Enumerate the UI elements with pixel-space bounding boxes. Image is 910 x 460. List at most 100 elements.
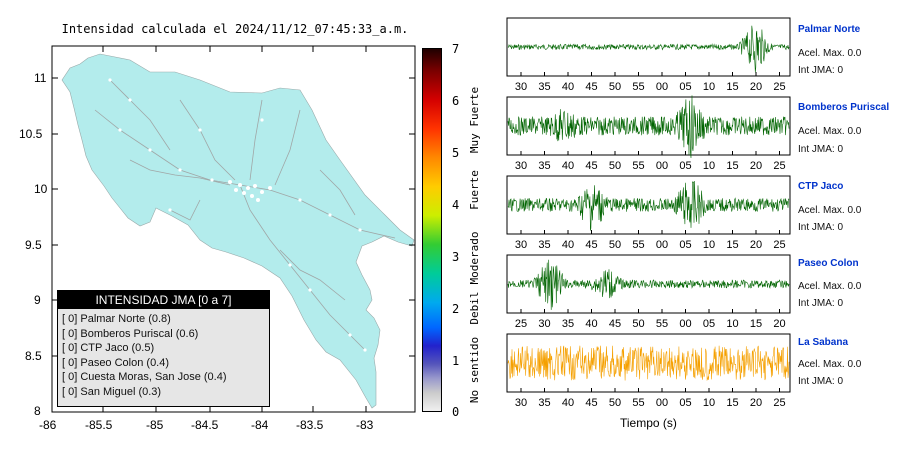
map-title: Intensidad calculada el 2024/11/12_07:45…: [61, 22, 409, 36]
station-name: CTP Jaco: [798, 181, 844, 192]
legend-item: [ 0] Cuesta Moras, San Jose (0.4): [62, 371, 227, 383]
legend-item: [ 0] CTP Jaco (0.5): [62, 342, 155, 354]
time-axis-label: Tiempo (s): [620, 416, 677, 430]
xtick-label: -84.5: [191, 418, 219, 432]
colorbar-tick: 5: [452, 146, 460, 160]
category-fuerte: Fuerte: [468, 170, 481, 210]
time-tick-label: 45: [585, 160, 597, 172]
colorbar-category-labels: Muy Fuerte Fuerte Moderado Debil No sent…: [468, 87, 481, 403]
station-int: Int JMA: 0: [798, 222, 844, 233]
intensity-legend: INTENSIDAD JMA [0 a 7] [ 0] Palmar Norte…: [57, 290, 270, 407]
station-int: Int JMA: 0: [798, 298, 844, 309]
xtick-label: -85: [146, 418, 164, 432]
time-tick-label: 50: [609, 160, 621, 172]
station-int: Int JMA: 0: [798, 376, 844, 387]
time-tick-label: 25: [773, 239, 785, 251]
time-tick-label: 00: [679, 318, 691, 330]
station-acel: Acel. Max. 0.0: [798, 48, 862, 59]
station-name: Paseo Colon: [798, 258, 859, 269]
colorbar-tick: 1: [452, 354, 460, 368]
time-tick-label: 45: [609, 318, 621, 330]
time-tick-label: 10: [703, 397, 715, 409]
time-tick-label: 35: [538, 239, 550, 251]
xtick-label: -85.5: [85, 418, 113, 432]
time-tick-label: 50: [632, 318, 644, 330]
time-tick-label: 30: [515, 81, 527, 93]
time-tick-label: 25: [773, 397, 785, 409]
time-tick-label: 40: [562, 239, 574, 251]
colorbar-tick: 6: [452, 94, 460, 108]
time-tick-label: 00: [656, 239, 668, 251]
time-tick-label: 30: [515, 160, 527, 172]
category-no-sentido: No sentido: [468, 337, 481, 403]
time-tick-label: 05: [703, 318, 715, 330]
time-tick-label: 20: [750, 397, 762, 409]
time-tick-label: 20: [750, 239, 762, 251]
time-tick-label: 20: [750, 81, 762, 93]
time-tick-label: 35: [538, 397, 550, 409]
time-tick-label: 20: [750, 160, 762, 172]
time-tick-label: 15: [726, 239, 738, 251]
category-debil: Debil: [468, 291, 481, 324]
station-name: Bomberos Puriscal: [798, 102, 890, 113]
station-acel: Acel. Max. 0.0: [798, 359, 862, 370]
time-tick-label: 40: [562, 397, 574, 409]
time-tick-label: 00: [656, 81, 668, 93]
station-acel: Acel. Max. 0.0: [798, 126, 862, 137]
time-tick-label: 45: [585, 397, 597, 409]
waveform-frame: [506, 333, 791, 393]
time-tick-label: 30: [538, 318, 550, 330]
time-tick-label: 20: [773, 318, 785, 330]
time-tick-label: 35: [538, 160, 550, 172]
colorbar-tick: 3: [452, 250, 460, 264]
xtick-label: -84: [251, 418, 269, 432]
time-tick-label: 50: [609, 81, 621, 93]
time-tick-label: 40: [562, 160, 574, 172]
waveform-trace: [507, 259, 790, 310]
colorbar: [422, 48, 442, 412]
ytick-label: 11: [34, 71, 47, 85]
time-tick-label: 55: [632, 397, 644, 409]
legend-item: [ 0] San Miguel (0.3): [62, 385, 162, 398]
legend-header: INTENSIDAD JMA [0 a 7]: [58, 291, 269, 309]
time-tick-label: 35: [538, 81, 550, 93]
time-tick-label: 10: [703, 160, 715, 172]
time-tick-label: 45: [585, 239, 597, 251]
time-tick-label: 55: [632, 239, 644, 251]
ytick-label: 9: [34, 293, 41, 307]
time-tick-label: 45: [585, 81, 597, 93]
time-tick-label: 50: [609, 397, 621, 409]
time-tick-label: 30: [515, 239, 527, 251]
time-tick-label: 10: [726, 318, 738, 330]
station-name: La Sabana: [798, 337, 849, 348]
time-tick-label: 35: [562, 318, 574, 330]
station-dots: [108, 78, 367, 352]
waveform-trace: [507, 345, 790, 382]
xtick-label: -86: [39, 418, 57, 432]
time-tick-label: 15: [750, 318, 762, 330]
time-tick-label: 55: [632, 160, 644, 172]
time-tick-label: 15: [726, 81, 738, 93]
xtick-label: -83.5: [296, 418, 324, 432]
ytick-label: 8: [34, 404, 41, 418]
category-moderado: Moderado: [468, 232, 481, 285]
legend-item: [ 0] Paseo Colon (0.4): [62, 356, 170, 369]
time-tick-label: 00: [656, 160, 668, 172]
time-tick-label: 40: [585, 318, 597, 330]
time-tick-label: 15: [726, 160, 738, 172]
colorbar-tick: 7: [452, 42, 460, 56]
time-tick-label: 15: [726, 397, 738, 409]
time-tick-label: 05: [679, 160, 691, 172]
time-tick-label: 25: [773, 81, 785, 93]
colorbar-tick: 2: [452, 302, 460, 316]
ytick-label: 9.5: [25, 238, 42, 252]
station-int: Int JMA: 0: [798, 65, 844, 76]
time-tick-label: 05: [679, 397, 691, 409]
map-axis-ticks: [51, 46, 415, 413]
time-tick-label: 55: [632, 81, 644, 93]
colorbar-tick: 0: [452, 405, 460, 419]
costa-rica-land: [61, 53, 415, 409]
xtick-label: -83: [356, 418, 374, 432]
ytick-label: 8.5: [25, 349, 42, 363]
